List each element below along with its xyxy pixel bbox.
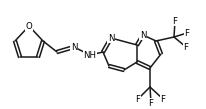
Text: F: F [160, 95, 165, 104]
Text: O: O [26, 21, 32, 31]
Text: NH: NH [83, 50, 96, 60]
Text: N: N [71, 43, 77, 51]
Text: N: N [108, 33, 114, 43]
Text: F: F [172, 16, 178, 26]
Text: F: F [184, 43, 188, 51]
Text: F: F [149, 99, 153, 107]
Text: F: F [136, 95, 140, 104]
Text: N: N [140, 31, 146, 39]
Text: F: F [185, 28, 190, 37]
